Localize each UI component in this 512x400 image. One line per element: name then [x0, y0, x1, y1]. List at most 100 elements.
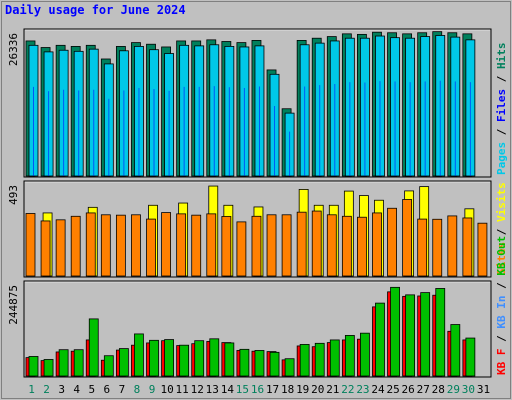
- bar-sites: [266, 214, 277, 277]
- legend-entry: /: [495, 282, 508, 296]
- bar-sites: [161, 212, 171, 277]
- bar-sites: [326, 214, 337, 277]
- day-label: 22: [341, 383, 354, 396]
- day-label: 4: [73, 383, 80, 396]
- day-label: 7: [119, 383, 126, 396]
- day-label: 21: [326, 383, 339, 396]
- legend-visits-sites: Sites / Visits: [495, 182, 508, 275]
- bar-sites: [462, 217, 473, 277]
- legend-hits-files-pages: Pages / Files / Hits: [495, 43, 508, 176]
- bar-kb-in: [28, 356, 39, 377]
- bar-kb-in: [73, 349, 84, 377]
- legend-entry: Pages: [495, 142, 508, 175]
- bar-kb-in: [420, 292, 431, 377]
- day-label: 11: [176, 383, 189, 396]
- bar-sites: [357, 216, 367, 277]
- day-label: 17: [266, 383, 279, 396]
- legend-entry: Hits: [495, 43, 508, 76]
- legend-entry: /: [495, 335, 508, 349]
- legend-entry: KB Out: [495, 236, 508, 282]
- bar-kb-in: [254, 350, 265, 377]
- legend-entry: /: [495, 75, 508, 89]
- bar-kb-in: [134, 333, 144, 377]
- bar-kb-in: [284, 358, 295, 377]
- bar-sites: [236, 221, 247, 277]
- bar-kb-in: [58, 349, 69, 377]
- bar-kb-in: [269, 351, 280, 377]
- day-label: 15: [236, 383, 249, 396]
- legend-entry: Files: [495, 89, 508, 129]
- day-label: 27: [417, 383, 430, 396]
- bar-kb-in: [43, 359, 54, 377]
- bar-sites: [311, 210, 322, 277]
- bar-kb-in: [450, 324, 461, 377]
- day-label: 16: [251, 383, 264, 396]
- day-label: 20: [311, 383, 324, 396]
- bar-sites: [25, 213, 36, 277]
- day-label: 25: [386, 383, 399, 396]
- bar-sites: [402, 199, 413, 277]
- day-label: 18: [281, 383, 294, 396]
- bar-sites: [251, 215, 262, 277]
- bar-kb-in: [118, 348, 129, 377]
- bar-sites: [131, 214, 141, 277]
- day-label: 29: [447, 383, 460, 396]
- bar-kb-in: [149, 339, 159, 377]
- day-label: 30: [462, 383, 475, 396]
- bar-sites: [417, 218, 428, 277]
- day-label: 1: [28, 383, 35, 396]
- bar-sites: [281, 214, 292, 277]
- bar-kb-in: [88, 318, 99, 377]
- bar-kb-in: [194, 340, 205, 377]
- day-label: 2: [43, 383, 50, 396]
- bar-kb-in: [209, 338, 220, 377]
- day-label: 6: [104, 383, 111, 396]
- bar-sites: [115, 214, 126, 277]
- bar-sites: [477, 222, 488, 277]
- bar-kb-in: [375, 302, 385, 377]
- bar-sites: [146, 218, 156, 277]
- day-label: 9: [149, 383, 156, 396]
- bar-kb-in: [360, 332, 370, 377]
- day-label: 24: [371, 383, 385, 396]
- bar-kb-in: [344, 335, 355, 377]
- bar-kb-in: [224, 342, 235, 377]
- bar-kb-in: [465, 337, 476, 377]
- bar-sites: [206, 213, 217, 277]
- bar-kb-in: [179, 344, 190, 377]
- legend-entry: KB In: [495, 296, 508, 336]
- bar-kb-in: [405, 294, 416, 377]
- bar-kb-in: [390, 286, 400, 377]
- legend-entry: /: [495, 228, 508, 242]
- bar-sites: [372, 212, 382, 277]
- day-label: 12: [191, 383, 204, 396]
- bar-sites: [176, 213, 187, 277]
- max-label-hits-files-pages: 26336: [7, 33, 20, 66]
- day-label: 23: [356, 383, 369, 396]
- bar-sites: [70, 215, 81, 277]
- bar-sites: [221, 216, 232, 277]
- bar-kb-in: [164, 339, 174, 377]
- bar-kb-in: [299, 344, 310, 377]
- day-label: 19: [296, 383, 309, 396]
- day-label: 5: [88, 383, 95, 396]
- day-label: 8: [134, 383, 141, 396]
- bar-kb-in: [239, 348, 250, 377]
- bar-sites: [191, 214, 202, 277]
- day-label: 10: [160, 383, 173, 396]
- day-label: 28: [432, 383, 445, 396]
- max-label-kbytes: 244875: [7, 285, 20, 325]
- bar-sites: [55, 219, 66, 277]
- bar-sites: [296, 211, 307, 277]
- day-label: 26: [402, 383, 415, 396]
- bar-kb-in: [314, 342, 325, 377]
- bar-sites: [447, 215, 458, 277]
- bar-sites: [387, 207, 397, 277]
- legend-entry: /: [495, 128, 508, 142]
- day-label: 3: [58, 383, 65, 396]
- bar-sites: [40, 220, 51, 277]
- day-label: 31: [477, 383, 490, 396]
